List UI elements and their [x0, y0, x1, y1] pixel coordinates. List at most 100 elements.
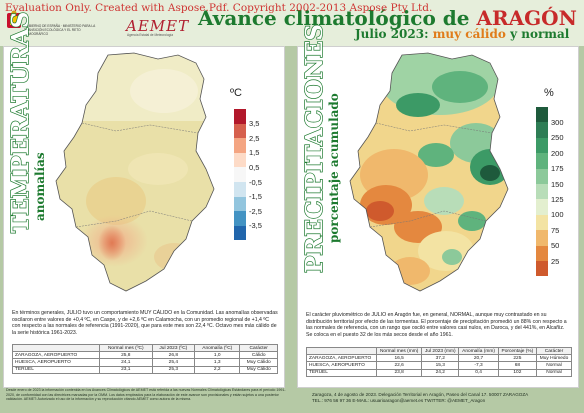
table-header-cell — [305, 346, 378, 356]
footer-address: Zaragoza, 4 de agosto de 2023. Delegació… — [312, 392, 529, 397]
table-cell: 23,8 — [376, 368, 423, 377]
table-cell: Muy Húmedo — [536, 354, 572, 363]
legend-swatch — [536, 137, 548, 154]
legend-label: 100 — [551, 210, 564, 220]
precipitation-legend: 300 250 200 175 150 125 100 75 50 25 — [536, 107, 576, 277]
legend-swatch — [536, 230, 548, 246]
table-cell: 24,2 — [421, 368, 460, 377]
table-row: HUESCA, AEROPUERTO 24,1 25,4 1,3 Muy Cálido — [12, 358, 278, 367]
legend-label: -1,5 — [249, 192, 262, 202]
table-row: ZARAGOZA, AEROPUERTO 25,8 26,8 1,0 Cálido — [12, 351, 278, 360]
legend-label: 300 — [551, 117, 564, 127]
legend-label: 75 — [551, 225, 560, 235]
table-header-cell: Normal mes (ºC) — [98, 343, 153, 353]
temperature-table: Normal mes (ºC) Jul 2023 (ºC) Anomalía (ºC… — [12, 343, 278, 374]
temperature-anomaly-map — [55, 52, 215, 292]
table-row: TERUEL 23,8 24,2 0,4 102 Normal — [305, 368, 572, 377]
temperature-vertical-subtitle: anomalías — [33, 152, 47, 221]
precipitation-table: Normal mes (mm) Jul 2023 (mm) Anomalía (mm… — [305, 346, 572, 377]
table-cell: 25,3 — [151, 365, 196, 374]
legend-swatch — [234, 196, 246, 212]
table-cell: -7,3 — [458, 361, 499, 370]
precipitation-unit: % — [544, 87, 554, 99]
page-subtitle: Julio 2023: muy cálido y normal — [355, 27, 569, 41]
table-cell: 1,3 — [194, 358, 241, 367]
legend-label: -3,5 — [249, 221, 262, 231]
legend-label: 50 — [551, 241, 560, 251]
legend-label: 200 — [551, 148, 564, 158]
table-cell: HUESCA, AEROPUERTO — [12, 358, 100, 367]
table-header-cell: Jul 2023 (ºC) — [151, 343, 196, 353]
legend-swatch — [536, 245, 548, 261]
table-cell: 225 — [497, 354, 538, 363]
legend-swatch — [536, 199, 548, 215]
table-cell: Cálido — [239, 351, 278, 360]
header-banner: GOBIERNO DE ESPAÑA · MINISTERIO PARA LA … — [0, 0, 584, 46]
footer-contact-line: TEL.: 976 56 97 36 E-MAIL: usuarioaragon… — [312, 398, 486, 403]
temperature-vertical-title: TEMPERATURAS — [6, 11, 34, 234]
legend-label: 175 — [551, 164, 564, 174]
legend-swatch — [234, 152, 246, 168]
subtitle-precip-character: normal — [521, 27, 570, 41]
precipitation-panel: PRECIPITACIONES porcentaje acumulado — [297, 23, 579, 388]
table-cell: 68 — [497, 361, 538, 370]
table-cell: 26,8 — [151, 351, 196, 360]
legend-swatch — [234, 167, 246, 182]
table-header-cell: Anomalía (ºC) — [194, 343, 241, 353]
legend-label: 250 — [551, 133, 564, 143]
table-header-cell: Anomalía (mm) — [458, 346, 499, 356]
table-cell: ZARAGOZA, AEROPUERTO — [12, 351, 100, 360]
table-cell: 24,1 — [98, 358, 153, 367]
table-cell: 16,5 — [376, 354, 423, 363]
table-cell: 22,6 — [376, 361, 423, 370]
legend-label: -0,5 — [249, 177, 262, 187]
table-row: ZARAGOZA, AEROPUERTO 16,5 37,2 20,7 225 Muy H… — [305, 354, 572, 363]
table-cell: 2,2 — [194, 365, 241, 374]
table-cell: TERUEL — [305, 368, 378, 377]
temperature-legend: 3,5 2,5 1,5 0,5 -0,5 -1,5 -2,5 -3,5 — [234, 109, 274, 241]
table-cell: 25,8 — [98, 351, 153, 360]
table-cell: 23,1 — [98, 365, 153, 374]
footer-disclaimer: Desde enero de 2023 la información conte… — [6, 388, 286, 402]
government-crest-icon — [7, 10, 21, 28]
table-cell: Normal — [536, 361, 572, 370]
table-row: HUESCA, AEROPUERTO 22,6 15,3 -7,3 68 Normal — [305, 361, 572, 370]
table-cell: TERUEL — [12, 365, 100, 374]
legend-swatch — [234, 211, 246, 226]
table-cell: Muy Cálido — [239, 358, 278, 367]
legend-label: -2,5 — [249, 206, 262, 216]
legend-label: 0,5 — [249, 162, 260, 172]
title-region: ARAGÓN — [476, 6, 577, 30]
legend-label: 1,5 — [249, 148, 260, 158]
legend-label: 2,5 — [249, 133, 260, 143]
table-header-row: Normal mes (ºC) Jul 2023 (ºC) Anomalía (ºC… — [12, 343, 278, 353]
government-text: GOBIERNO DE ESPAÑA · MINISTERIO PARA LA … — [24, 24, 96, 36]
legend-label: 150 — [551, 179, 564, 189]
precipitation-summary-text: El carácter pluviométrico de JULIO en Ar… — [306, 312, 567, 338]
table-cell: Muy Cálido — [239, 365, 278, 374]
table-header-cell: Carácter — [239, 343, 278, 353]
table-cell: 25,4 — [151, 358, 196, 367]
table-cell: 37,2 — [421, 354, 460, 363]
table-header-cell — [12, 343, 100, 353]
legend-swatch — [234, 138, 246, 153]
legend-label: 125 — [551, 194, 564, 204]
table-cell: HUESCA, AEROPUERTO — [305, 361, 378, 370]
precipitation-percentage-map — [349, 52, 509, 292]
subtitle-month: Julio 2023: — [355, 27, 433, 41]
legend-swatch — [536, 122, 548, 138]
legend-swatch — [234, 109, 246, 124]
legend-swatch — [536, 184, 548, 200]
legend-swatch — [234, 123, 246, 139]
legend-swatch — [536, 168, 548, 184]
table-cell: Normal — [536, 368, 572, 377]
table-header-cell: Carácter — [536, 346, 572, 356]
table-cell: 1,0 — [194, 351, 241, 360]
table-cell: 15,3 — [421, 361, 460, 370]
legend-label: 25 — [551, 256, 560, 266]
table-cell: 20,7 — [458, 354, 499, 363]
evaluation-watermark: Evaluation Only. Created with Aspose.Pdf… — [5, 2, 433, 14]
temperature-unit: ºC — [230, 87, 242, 99]
table-cell: 102 — [497, 368, 538, 377]
legend-swatch — [536, 107, 548, 123]
